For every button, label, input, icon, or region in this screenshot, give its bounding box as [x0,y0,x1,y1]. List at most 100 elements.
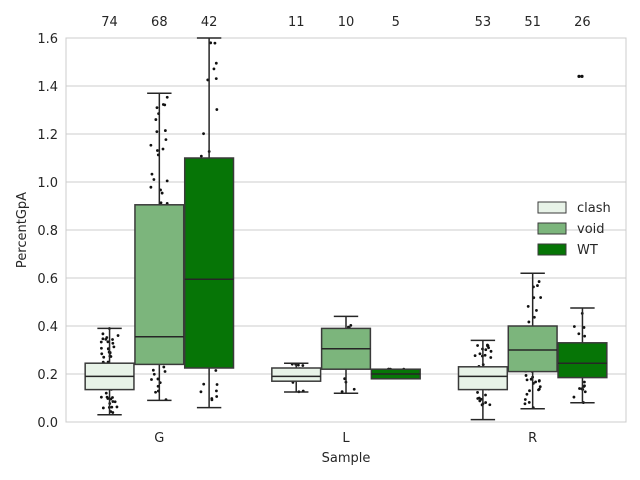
data-point [214,61,218,65]
y-tick-label: 0.0 [37,416,58,431]
data-point [112,345,116,349]
data-point [152,178,156,181]
y-axis-label: PercentGpA [15,192,30,268]
data-point [212,67,216,71]
outlier-point [577,74,581,78]
data-point [99,395,103,399]
data-point [106,340,110,344]
iqr-box [183,157,235,369]
y-tick-label: 0.2 [37,368,58,383]
legend-item-WT: WT [537,243,598,258]
data-point [100,346,103,350]
data-point [215,389,218,393]
x-tick-label: R [528,431,537,446]
iqr-box [557,342,608,379]
data-point [582,380,586,384]
data-point [202,382,206,386]
data-point [476,391,479,394]
data-point [525,392,529,396]
legend-item-void: void [537,222,605,237]
count-label: 53 [475,15,492,30]
legend-label: clash [577,201,611,216]
iqr-box [134,204,185,366]
data-point [154,390,157,394]
data-point [484,393,487,397]
data-point [215,395,219,398]
data-point [484,401,488,404]
boxes [84,37,608,421]
data-point [150,172,154,176]
data-point [583,384,586,388]
x-axis-label: Sample [322,451,371,466]
sample-count-labels: 74 11 53 68 10 51 42 5 26 [101,15,590,30]
data-point [537,379,541,383]
data-point [113,400,117,404]
data-point [151,368,155,372]
iqr-box [507,325,558,373]
data-point [296,363,300,367]
box-clash-G [84,327,135,416]
data-point [155,106,159,110]
data-point [199,154,203,158]
legend-label: void [577,222,605,237]
x-tick-label: G [154,431,164,446]
data-point [486,344,490,348]
data-point [529,377,533,381]
count-label: 5 [392,15,400,30]
data-point [572,395,576,399]
box-clash-L [271,362,322,393]
count-label: 51 [524,15,541,30]
data-point [155,130,159,134]
data-point [152,372,156,376]
data-point [534,380,538,384]
data-point [160,191,164,195]
legend: clash void WT [537,201,611,258]
count-label: 26 [574,15,591,30]
legend-item-clash: clash [537,201,611,216]
iqr-box [271,367,322,382]
data-point [104,391,108,395]
data-point [199,390,203,394]
count-label: 11 [288,15,305,30]
box-clash-R [457,339,509,421]
y-tick-labels: 0.0 0.2 0.4 0.6 0.8 1.0 1.2 1.4 1.6 [37,32,58,431]
data-point [165,179,169,183]
data-point [101,337,105,341]
data-point [539,296,543,299]
data-point [104,337,108,341]
data-point [523,402,527,406]
data-point [150,378,153,381]
data-point [156,149,159,152]
data-point [352,387,356,391]
x-tick-label: L [342,431,350,446]
data-point [577,332,581,336]
legend-swatch [537,201,567,214]
count-label: 42 [201,15,218,30]
data-point [479,397,483,401]
data-point [489,349,493,353]
data-point [526,304,530,308]
data-point [215,108,219,111]
data-point [478,352,482,356]
box-void-R [507,272,558,410]
data-point [214,369,218,372]
data-point [215,383,219,386]
y-tick-label: 0.8 [37,224,58,239]
y-tick-label: 1.6 [37,32,58,47]
data-point [105,395,109,399]
box-WT-R [557,307,608,404]
data-point [538,385,542,389]
data-point [165,95,169,99]
data-point [477,396,481,400]
data-point [149,185,153,189]
data-point [489,356,493,359]
y-tick-label: 0.6 [37,272,58,287]
data-point [209,41,213,45]
data-point [100,352,104,356]
data-point [583,334,587,338]
box-WT-L [370,368,421,380]
data-point [163,370,167,373]
outlier-point [580,74,584,78]
data-point [473,354,477,358]
